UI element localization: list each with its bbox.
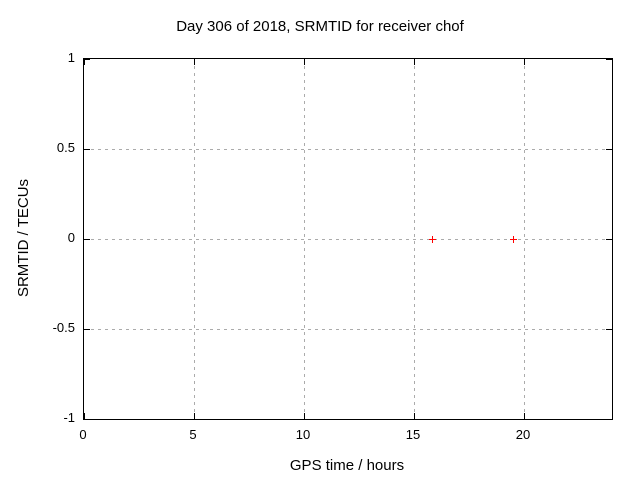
y-tick-label: 0 xyxy=(67,230,75,245)
y-tick-mark-right xyxy=(606,59,612,60)
x-tick-mark-bottom xyxy=(524,413,525,419)
y-gridline xyxy=(84,149,612,150)
x-tick-mark-bottom xyxy=(194,413,195,419)
y-tick-label: -1 xyxy=(63,410,75,425)
x-tick-mark-bottom xyxy=(304,413,305,419)
y-tick-mark-left xyxy=(84,149,90,150)
x-tick-mark-top xyxy=(414,59,415,65)
x-tick-label: 10 xyxy=(295,427,311,442)
y-tick-label: 0.5 xyxy=(56,140,75,155)
x-tick-label: 20 xyxy=(515,427,531,442)
data-point-marker xyxy=(510,236,517,243)
x-tick-mark-top xyxy=(84,59,85,65)
y-tick-mark-right xyxy=(606,329,612,330)
x-tick-mark-top xyxy=(194,59,195,65)
y-tick-mark-right xyxy=(606,239,612,240)
y-tick-mark-left xyxy=(84,239,90,240)
y-tick-mark-left xyxy=(84,59,90,60)
x-axis-label: GPS time / hours xyxy=(289,457,405,474)
x-tick-mark-top xyxy=(524,59,525,65)
x-tick-mark-top xyxy=(304,59,305,65)
chart-title: Day 306 of 2018, SRMTID for receiver cho… xyxy=(176,18,464,35)
y-tick-label: -0.5 xyxy=(52,320,75,335)
marker-vertical-bar xyxy=(432,236,433,243)
y-tick-mark-left xyxy=(84,419,90,420)
y-tick-label: 1 xyxy=(67,50,75,65)
y-tick-mark-right xyxy=(606,419,612,420)
x-tick-label: 0 xyxy=(79,427,87,442)
plot-area xyxy=(83,58,613,420)
y-tick-mark-left xyxy=(84,329,90,330)
y-gridline xyxy=(84,329,612,330)
data-point-marker xyxy=(429,236,436,243)
y-tick-mark-right xyxy=(606,149,612,150)
x-tick-mark-bottom xyxy=(84,413,85,419)
x-tick-mark-bottom xyxy=(414,413,415,419)
marker-vertical-bar xyxy=(513,236,514,243)
y-gridline xyxy=(84,239,612,240)
x-tick-label: 5 xyxy=(189,427,197,442)
x-tick-label: 15 xyxy=(405,427,421,442)
